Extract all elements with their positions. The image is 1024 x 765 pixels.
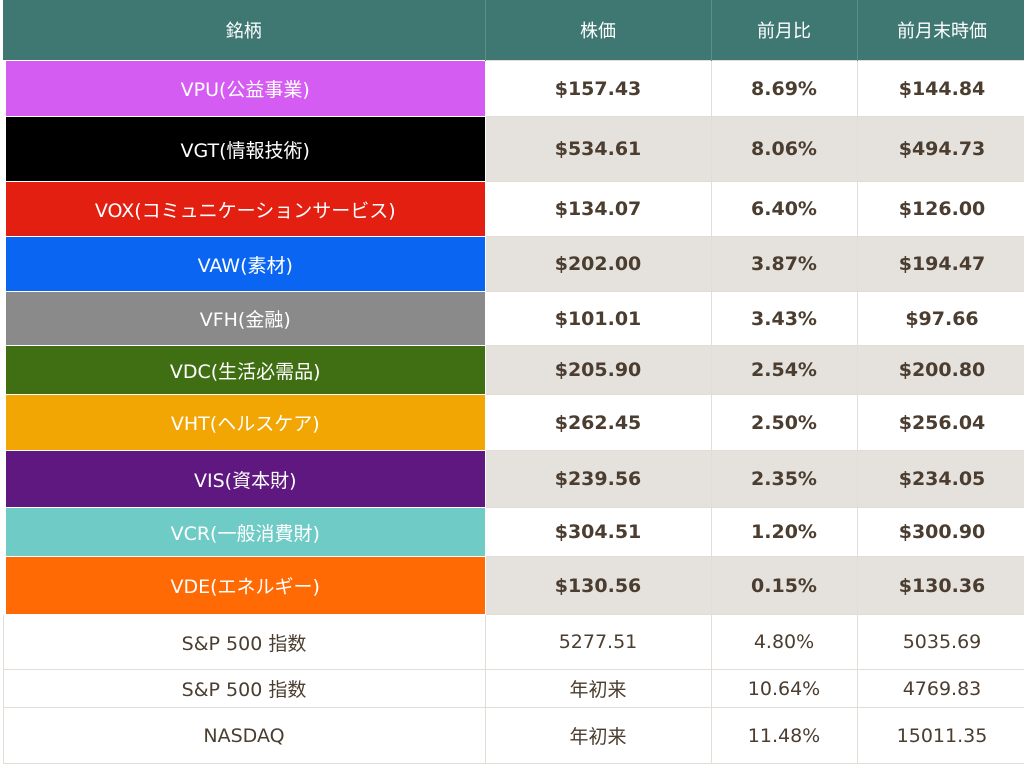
price-cell: $534.61: [484, 116, 712, 182]
change-cell: 11.48%: [710, 707, 858, 764]
change-cell: 10.64%: [710, 669, 858, 708]
change-cell: 4.80%: [710, 614, 858, 670]
change-cell: 0.15%: [710, 556, 858, 615]
sector-row: VGT(情報技術) $534.61 8.06% $494.73: [0, 116, 1024, 182]
change-cell: 6.40%: [710, 181, 858, 237]
ticker-name-cell: VDC(生活必需品): [0, 345, 486, 395]
change-cell: 8.69%: [710, 60, 858, 117]
index-row: S&P 500 指数 5277.51 4.80% 5035.69: [2, 614, 1024, 670]
price-cell: 5277.51: [484, 614, 712, 670]
ticker-name-cell: VAW(素材): [0, 236, 486, 292]
prev-value-cell: $144.84: [856, 60, 1024, 117]
price-cell: $157.43: [484, 60, 712, 117]
change-cell: 2.35%: [710, 450, 858, 508]
prev-value-cell: $256.04: [856, 394, 1024, 451]
sector-row: VAW(素材) $202.00 3.87% $194.47: [0, 236, 1024, 292]
ticker-name-cell: VHT(ヘルスケア): [0, 394, 486, 451]
prev-value-cell: 15011.35: [856, 707, 1024, 764]
header-prev-month-value: 前月末時価: [857, 0, 1024, 61]
sector-row: VDC(生活必需品) $205.90 2.54% $200.80: [0, 345, 1024, 395]
price-cell: $304.51: [484, 507, 712, 557]
price-cell: $205.90: [484, 345, 712, 395]
sector-row: VOX(コミュニケーションサービス) $134.07 6.40% $126.00: [0, 181, 1024, 237]
price-cell: $239.56: [484, 450, 712, 508]
prev-value-cell: $126.00: [856, 181, 1024, 237]
prev-value-cell: $194.47: [856, 236, 1024, 292]
header-ticker: 銘柄: [3, 0, 486, 61]
price-cell: $130.56: [484, 556, 712, 615]
ticker-name-cell: VDE(エネルギー): [0, 556, 486, 615]
ticker-name-cell: S&P 500 指数: [2, 614, 486, 670]
prev-value-cell: $494.73: [856, 116, 1024, 182]
ticker-name-cell: VGT(情報技術): [0, 116, 486, 182]
header-price: 株価: [485, 0, 712, 61]
sector-row: VCR(一般消費財) $304.51 1.20% $300.90: [0, 507, 1024, 557]
ticker-name-cell: VIS(資本財): [0, 450, 486, 508]
price-cell: $202.00: [484, 236, 712, 292]
sector-row: VPU(公益事業) $157.43 8.69% $144.84: [0, 60, 1024, 117]
ticker-name-cell: VOX(コミュニケーションサービス): [0, 181, 486, 237]
ticker-name-cell: NASDAQ: [2, 707, 486, 764]
ticker-name-cell: VFH(金融): [0, 291, 486, 346]
prev-value-cell: $130.36: [856, 556, 1024, 615]
sector-row: VFH(金融) $101.01 3.43% $97.66: [0, 291, 1024, 346]
sector-row: VHT(ヘルスケア) $262.45 2.50% $256.04: [0, 394, 1024, 451]
prev-value-cell: $234.05: [856, 450, 1024, 508]
index-row: S&P 500 指数 年初来 10.64% 4769.83: [2, 669, 1024, 708]
change-cell: 3.87%: [710, 236, 858, 292]
prev-value-cell: $300.90: [856, 507, 1024, 557]
prev-value-cell: $97.66: [856, 291, 1024, 346]
header-row: 銘柄 株価 前月比 前月末時価: [3, 0, 1024, 61]
change-cell: 8.06%: [710, 116, 858, 182]
change-cell: 2.54%: [710, 345, 858, 395]
price-cell: 年初来: [484, 669, 712, 708]
price-cell: $134.07: [484, 181, 712, 237]
ticker-name-cell: VCR(一般消費財): [0, 507, 486, 557]
price-cell: $262.45: [484, 394, 712, 451]
index-row: NASDAQ 年初来 11.48% 15011.35: [2, 707, 1024, 764]
prev-value-cell: 5035.69: [856, 614, 1024, 670]
prev-value-cell: 4769.83: [856, 669, 1024, 708]
sector-row: VDE(エネルギー) $130.56 0.15% $130.36: [0, 556, 1024, 615]
prev-value-cell: $200.80: [856, 345, 1024, 395]
price-cell: $101.01: [484, 291, 712, 346]
price-cell: 年初来: [484, 707, 712, 764]
header-change: 前月比: [711, 0, 858, 61]
change-cell: 1.20%: [710, 507, 858, 557]
sector-row: VIS(資本財) $239.56 2.35% $234.05: [0, 450, 1024, 508]
ticker-name-cell: S&P 500 指数: [2, 669, 486, 708]
change-cell: 3.43%: [710, 291, 858, 346]
ticker-name-cell: VPU(公益事業): [0, 60, 486, 117]
change-cell: 2.50%: [710, 394, 858, 451]
